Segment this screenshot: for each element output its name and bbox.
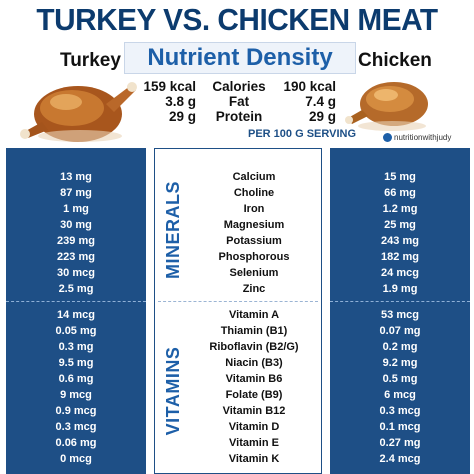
section-divider xyxy=(158,301,318,302)
calories-label: Calories xyxy=(212,79,266,94)
chicken-mineral-value: 66 mg xyxy=(384,187,416,199)
roast-chicken-image xyxy=(345,82,428,131)
brand-logo-icon xyxy=(383,133,392,142)
nutrient-names-panel xyxy=(154,148,322,474)
turkey-values-panel xyxy=(6,148,146,474)
chicken-vitamin-value: 0.1 mcg xyxy=(379,421,421,433)
turkey-vitamin-value: 0.9 mcg xyxy=(55,405,97,417)
turkey-vitamin-value: 0.3 mg xyxy=(58,341,94,353)
chicken-mineral-value: 1.9 mg xyxy=(382,283,418,295)
turkey-vitamin-value: 0 mcg xyxy=(60,453,92,465)
chicken-fat: 7.4 g xyxy=(305,94,336,109)
chicken-mineral-value: 182 mg xyxy=(381,251,419,263)
chicken-vitamin-value: 2.4 mcg xyxy=(379,453,421,465)
turkey-macros: 159 kcal 3.8 g 29 g xyxy=(136,79,196,124)
mineral-name: Zinc xyxy=(242,283,266,295)
turkey-mineral-value: 30 mg xyxy=(60,219,92,231)
chicken-vitamin-value: 53 mcg xyxy=(381,309,419,321)
chicken-vitamin-value: 0.3 mcg xyxy=(379,405,421,417)
vitamin-name: Riboflavin (B2/G) xyxy=(209,341,299,353)
turkey-mineral-value: 239 mg xyxy=(57,235,95,247)
turkey-vitamin-value: 9.5 mg xyxy=(58,357,94,369)
vitamin-name: Vitamin B6 xyxy=(225,373,283,385)
brand-name: nutritionwithjudy xyxy=(394,133,452,142)
turkey-mineral-value: 223 mg xyxy=(57,251,95,263)
chicken-mineral-value: 24 mcg xyxy=(381,267,419,279)
vitamins-section-label: VITAMINS xyxy=(163,346,183,436)
vitamin-name: Vitamin K xyxy=(228,453,280,465)
macro-labels: Calories Fat Protein xyxy=(204,79,274,124)
turkey-heading: Turkey xyxy=(60,50,121,71)
turkey-mineral-value: 2.5 mg xyxy=(58,283,94,295)
chicken-vitamin-value: 6 mcg xyxy=(384,389,416,401)
serving-note: PER 100 G SERVING xyxy=(248,128,357,140)
turkey-mineral-values: 13 mg 87 mg 1 mg 30 mg 239 mg 223 mg 30 mcg 2.5… xyxy=(6,169,146,297)
chicken-vitamin-value: 0.27 mg xyxy=(379,437,421,449)
page-title: TURKEY VS. CHICKEN MEAT xyxy=(36,2,438,37)
vitamin-name: Vitamin E xyxy=(229,437,279,449)
turkey-vitamin-value: 14 mcg xyxy=(57,309,95,321)
vitamin-name: Thiamin (B1) xyxy=(220,325,288,337)
chicken-values-panel xyxy=(330,148,470,474)
subtitle: Nutrient Density xyxy=(124,42,356,74)
turkey-mineral-value: 13 mg xyxy=(60,171,92,183)
chicken-vitamin-value: 0.5 mg xyxy=(382,373,418,385)
chicken-protein: 29 g xyxy=(308,109,336,124)
chicken-vitamin-value: 9.2 mg xyxy=(382,357,418,369)
turkey-vitamin-value: 0.06 mg xyxy=(55,437,97,449)
chicken-vitamin-value: 0.07 mg xyxy=(379,325,421,337)
mineral-name: Calcium xyxy=(232,171,276,183)
mineral-name: Potassium xyxy=(226,235,282,247)
vitamin-names: Vitamin A Thiamin (B1) Riboflavin (B2/G) Ni… xyxy=(186,307,322,467)
brand-logo: nutritionwithjudy xyxy=(383,133,451,142)
turkey-mineral-value: 30 mcg xyxy=(57,267,95,279)
vitamin-name: Vitamin B12 xyxy=(222,405,286,417)
chicken-macros: 190 kcal 7.4 g 29 g xyxy=(276,79,336,124)
protein-label: Protein xyxy=(215,109,263,124)
section-divider xyxy=(6,301,146,302)
mineral-name: Magnesium xyxy=(223,219,285,231)
section-divider xyxy=(330,301,470,302)
minerals-section-label: MINERALS xyxy=(163,181,183,279)
chicken-mineral-value: 15 mg xyxy=(384,171,416,183)
chicken-mineral-value: 25 mg xyxy=(384,219,416,231)
turkey-mineral-value: 1 mg xyxy=(63,203,89,215)
chicken-heading: Chicken xyxy=(358,50,432,71)
vitamin-name: Folate (B9) xyxy=(225,389,283,401)
chicken-mineral-value: 1.2 mg xyxy=(382,203,418,215)
turkey-vitamin-value: 0.6 mg xyxy=(58,373,94,385)
chicken-vitamin-values: 53 mcg 0.07 mg 0.2 mg 9.2 mg 0.5 mg 6 mcg 0.3 … xyxy=(330,307,470,467)
turkey-vitamin-value: 0.05 mg xyxy=(55,325,97,337)
turkey-vitamin-value: 0.3 mcg xyxy=(55,421,97,433)
mineral-name: Choline xyxy=(233,187,275,199)
turkey-calories: 159 kcal xyxy=(143,79,196,94)
mineral-names: Calcium Choline Iron Magnesium Potassium Phos… xyxy=(186,169,322,297)
turkey-mineral-value: 87 mg xyxy=(60,187,92,199)
chicken-calories: 190 kcal xyxy=(283,79,336,94)
mineral-name: Iron xyxy=(243,203,265,215)
fat-label: Fat xyxy=(228,94,250,109)
turkey-fat: 3.8 g xyxy=(165,94,196,109)
vitamin-name: Vitamin D xyxy=(228,421,280,433)
turkey-vitamin-value: 9 mcg xyxy=(60,389,92,401)
vitamin-name: Vitamin A xyxy=(228,309,280,321)
mineral-name: Selenium xyxy=(229,267,279,279)
chicken-vitamin-value: 0.2 mg xyxy=(382,341,418,353)
turkey-vitamin-values: 14 mcg 0.05 mg 0.3 mg 9.5 mg 0.6 mg 9 mcg 0.9 … xyxy=(6,307,146,467)
mineral-name: Phosphorous xyxy=(218,251,290,263)
roast-turkey-image xyxy=(20,82,137,142)
vitamin-name: Niacin (B3) xyxy=(225,357,283,369)
chicken-mineral-values: 15 mg 66 mg 1.2 mg 25 mg 243 mg 182 mg 24 mcg 1… xyxy=(330,169,470,297)
turkey-protein: 29 g xyxy=(168,109,196,124)
chicken-mineral-value: 243 mg xyxy=(381,235,419,247)
